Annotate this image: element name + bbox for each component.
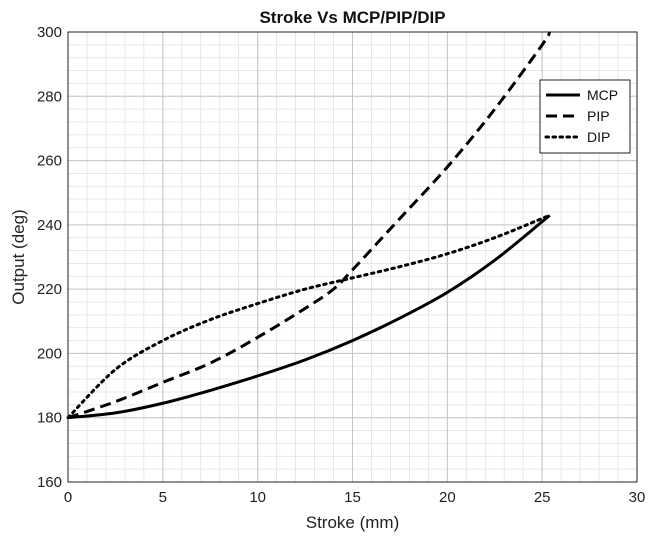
chart-title: Stroke Vs MCP/PIP/DIP (259, 8, 445, 27)
series-line-mcp (67, 214, 551, 420)
plot-frame (67, 31, 638, 483)
x-tick-label: 25 (534, 489, 551, 506)
x-tick-label: 10 (249, 489, 266, 506)
x-tick-labels: 0 5 10 15 20 25 30 (64, 489, 646, 506)
y-tick-label: 240 (37, 217, 62, 234)
x-tick-label: 0 (64, 489, 72, 506)
y-tick-label: 160 (37, 474, 62, 491)
x-tick-label: 5 (159, 489, 167, 506)
y-axis-label: Output (deg) (9, 209, 28, 304)
y-tick-label: 300 (37, 24, 62, 41)
series-line-dip (66, 213, 552, 420)
series-line-pip (67, 31, 552, 420)
y-tick-label: 280 (37, 88, 62, 105)
legend-label-pip: PIP (587, 108, 610, 124)
legend-label-dip: DIP (587, 129, 610, 145)
y-tick-label: 260 (37, 153, 62, 170)
y-tick-labels: 160 180 200 220 240 260 280 300 (37, 24, 62, 491)
x-tick-label: 30 (629, 489, 646, 506)
y-tick-label: 180 (37, 410, 62, 427)
y-tick-label: 200 (37, 345, 62, 362)
series-layer (66, 31, 552, 420)
legend-label-mcp: MCP (587, 87, 618, 103)
x-tick-label: 15 (344, 489, 361, 506)
x-axis-label: Stroke (mm) (306, 513, 400, 532)
x-tick-label: 20 (439, 489, 456, 506)
y-tick-label: 220 (37, 281, 62, 298)
legend: MCP PIP DIP (539, 79, 631, 154)
